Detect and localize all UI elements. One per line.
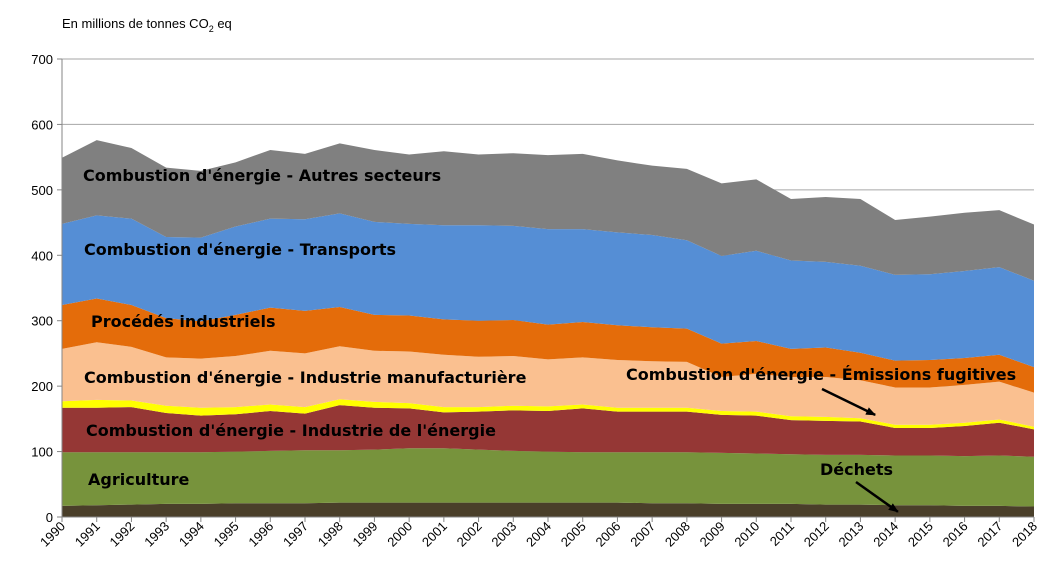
x-tick-label-1998: 1998 (315, 519, 346, 550)
y-tick-label-300: 300 (31, 314, 53, 329)
area-combustion-d-energie-emissions-fugitives (62, 399, 1034, 430)
x-tick-label-2007: 2007 (627, 519, 658, 550)
area-combustion-d-energie-industrie-manufacturiere (62, 342, 1034, 427)
x-tick-label-2009: 2009 (697, 519, 728, 550)
x-tick-label-2016: 2016 (940, 519, 971, 550)
x-tick-label-1996: 1996 (245, 519, 276, 550)
axes (57, 58, 1035, 522)
series-label-3: Combustion d'énergie - Émissions fugitiv… (626, 365, 1016, 384)
y-axis-unit-label: En millions de tonnes CO2 eq (62, 16, 232, 34)
x-tick-label-1999: 1999 (349, 519, 380, 550)
x-tick-label-2014: 2014 (870, 519, 901, 550)
y-tick-label-400: 400 (31, 248, 53, 263)
series-label-5: Procédés industriels (91, 312, 275, 331)
series-label-6: Combustion d'énergie - Transports (84, 240, 396, 259)
series-label-7: Combustion d'énergie - Autres secteurs (83, 166, 441, 185)
x-tick-label-2011: 2011 (767, 519, 797, 549)
x-tick-label-2012: 2012 (801, 519, 832, 550)
annotation-arrow-0 (855, 480, 899, 513)
x-tick-label-1993: 1993 (141, 519, 172, 550)
area-combustion-d-energie-autres-secteurs (62, 140, 1034, 281)
y-tick-label-100: 100 (31, 445, 53, 460)
x-tick-label-2017: 2017 (974, 519, 1005, 550)
area-dechets (62, 502, 1034, 517)
y-tick-label-0: 0 (46, 510, 53, 525)
area-combustion-d-energie-industrie-de-l-energie (62, 405, 1034, 457)
x-tick-label-2005: 2005 (558, 519, 589, 550)
x-tick-label-2002: 2002 (454, 519, 485, 550)
x-tick-label-1997: 1997 (280, 519, 311, 550)
y-tick-label-200: 200 (31, 379, 53, 394)
x-tick-label-2003: 2003 (488, 519, 519, 550)
area-combustion-d-energie-transports (62, 213, 1034, 368)
y-tick-label-700: 700 (31, 52, 53, 67)
x-tick-label-2001: 2001 (419, 519, 450, 550)
series-labels: Combustion d'énergie - Autres secteurs Co… (83, 166, 1016, 513)
annotation-arrow-3 (821, 387, 877, 417)
series-label-2: Combustion d'énergie - Industrie de l'én… (86, 421, 496, 440)
x-tick-label-2018: 2018 (1009, 519, 1040, 550)
series-label-0: Déchets (820, 460, 893, 479)
x-tick-labels: 1990 1991 1992 1993 1994 1995 1996 1997 1998 1999… (37, 519, 1040, 550)
y-tick-label-500: 500 (31, 183, 53, 198)
area-agriculture (62, 448, 1034, 507)
x-tick-label-2013: 2013 (835, 519, 866, 550)
x-tick-label-2006: 2006 (592, 519, 623, 550)
x-tick-label-2004: 2004 (523, 519, 554, 550)
x-tick-label-2015: 2015 (905, 519, 936, 550)
series-areas (62, 140, 1034, 517)
series-label-1: Agriculture (88, 470, 190, 489)
x-tick-label-1990: 1990 (37, 519, 68, 550)
y-tick-labels: 0 100 200 300 400 500 600 700 (31, 52, 53, 525)
x-tick-label-1994: 1994 (176, 519, 207, 550)
y-tick-label-600: 600 (31, 117, 53, 132)
x-tick-label-2000: 2000 (384, 519, 415, 550)
x-tick-label-2008: 2008 (662, 519, 693, 550)
series-label-4: Combustion d'énergie - Industrie manufac… (84, 368, 527, 387)
x-tick-label-1992: 1992 (106, 519, 137, 550)
area-procedes-industriels (62, 298, 1034, 393)
x-tick-label-2010: 2010 (731, 519, 762, 550)
x-tick-label-1991: 1991 (72, 519, 103, 550)
x-tick-label-1995: 1995 (211, 519, 242, 550)
